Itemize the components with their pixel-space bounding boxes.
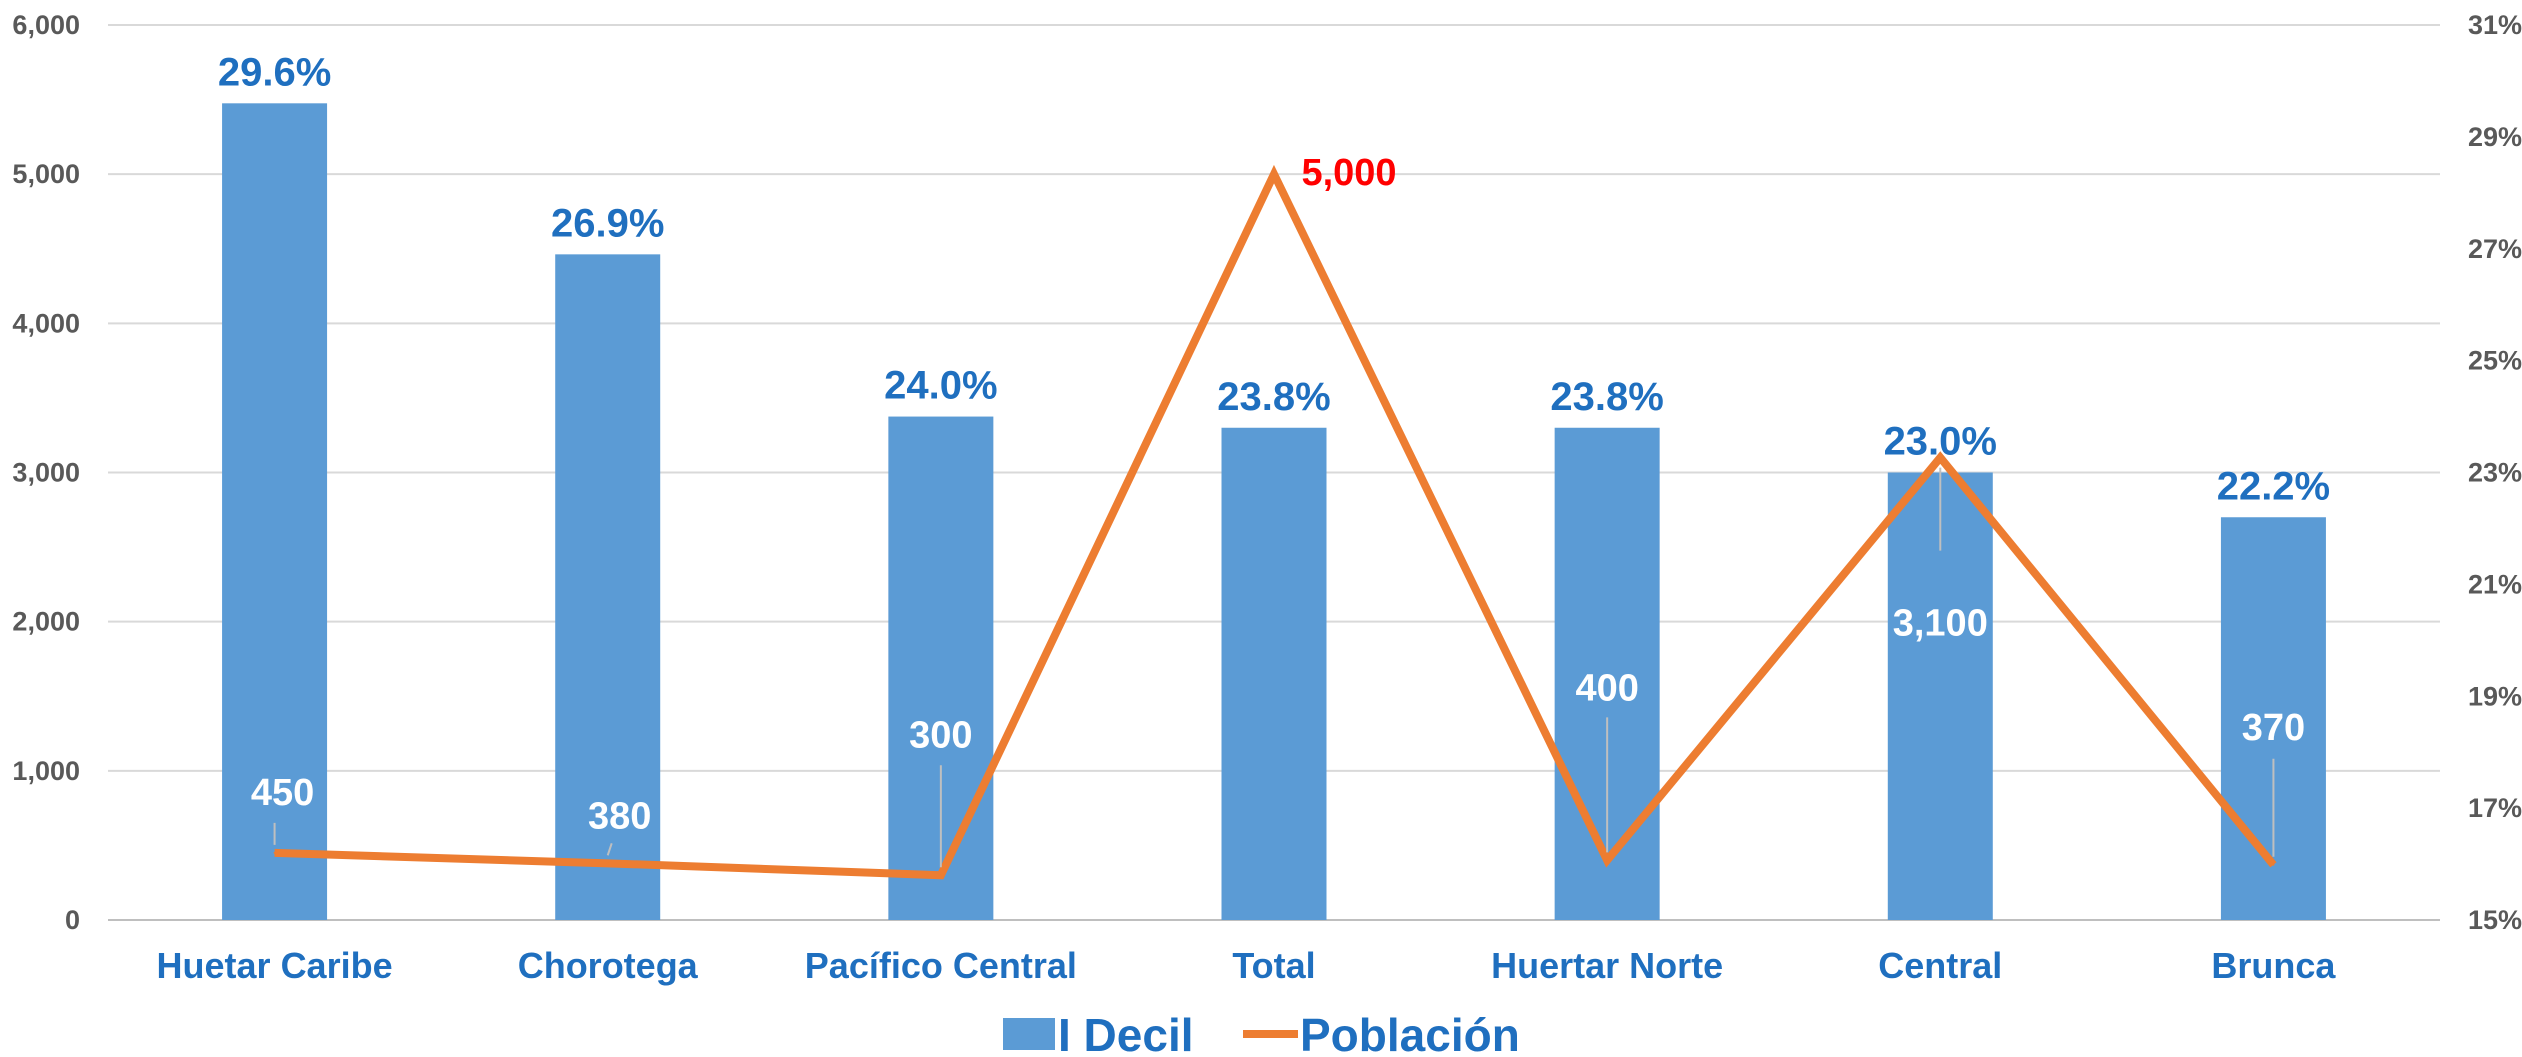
line-point xyxy=(273,851,276,854)
bar xyxy=(222,103,328,920)
line-point xyxy=(1273,173,1275,176)
line-point xyxy=(606,862,609,865)
leader-lines xyxy=(273,467,2275,868)
right-axis-tick-label: 27% xyxy=(2468,234,2522,264)
legend: I Decil Población xyxy=(1003,1009,1520,1057)
line-data-label: 450 xyxy=(251,772,314,814)
line-data-label: 5,000 xyxy=(1301,152,1396,194)
category-label: Chorotega xyxy=(518,945,699,986)
bar xyxy=(555,254,661,920)
left-axis: 0 1,000 2,000 3,000 4,000 5,000 6,000 xyxy=(12,10,80,935)
bar-data-label: 23.8% xyxy=(1550,375,1663,419)
line-point xyxy=(1606,859,1609,862)
bar-data-label: 22.2% xyxy=(2217,464,2330,508)
line-data-label: 380 xyxy=(588,795,651,837)
bar-data-label: 23.0% xyxy=(1884,420,1997,464)
right-axis-tick-label: 31% xyxy=(2468,10,2522,40)
line-point xyxy=(2272,863,2275,866)
category-label: Huertar Norte xyxy=(1491,945,1723,986)
bar-data-label: 23.8% xyxy=(1217,375,1330,419)
line-data-label: 300 xyxy=(909,714,972,756)
category-label: Brunca xyxy=(2211,945,2336,986)
bar-series xyxy=(222,103,2326,920)
category-label: Pacífico Central xyxy=(805,945,1077,986)
leader-line xyxy=(606,843,613,856)
legend-label-line: Población xyxy=(1300,1009,1520,1057)
category-label: Central xyxy=(1878,945,2002,986)
category-label: Total xyxy=(1232,945,1315,986)
left-axis-tick-label: 5,000 xyxy=(12,159,80,189)
right-axis-tick-label: 25% xyxy=(2468,346,2522,376)
left-axis-tick-label: 4,000 xyxy=(12,308,80,338)
left-axis-tick-label: 3,000 xyxy=(12,458,80,488)
right-axis-tick-label: 15% xyxy=(2468,905,2522,935)
line-series xyxy=(273,164,2277,880)
bar-data-label: 29.6% xyxy=(218,50,331,94)
bar-data-label: 24.0% xyxy=(884,364,997,408)
bar-data-labels: 29.6% 26.9% 24.0% 23.8% 23.8% 23.0% 22.2% xyxy=(218,50,2330,508)
right-axis-tick-label: 23% xyxy=(2468,458,2522,488)
left-axis-tick-label: 6,000 xyxy=(12,10,80,40)
line-data-label: 3,100 xyxy=(1893,603,1988,645)
line-point xyxy=(939,874,942,877)
category-label: Huetar Caribe xyxy=(157,945,393,986)
left-axis-tick-label: 1,000 xyxy=(12,756,80,786)
right-axis: 15% 17% 19% 21% 23% 25% 27% 29% 31% xyxy=(2468,10,2522,935)
right-axis-tick-label: 17% xyxy=(2468,793,2522,823)
right-axis-tick-label: 29% xyxy=(2468,122,2522,152)
line-data-label: 400 xyxy=(1575,667,1638,709)
line-data-labels: 450 380 300 5,000 400 3,100 370 xyxy=(251,152,2305,837)
right-axis-tick-label: 19% xyxy=(2468,681,2522,711)
legend-swatch-bar xyxy=(1003,1018,1055,1050)
bar xyxy=(1221,427,1327,920)
legend-label-bar: I Decil xyxy=(1058,1009,1194,1057)
category-axis: Huetar Caribe Chorotega Pacífico Central To… xyxy=(157,945,2337,986)
line-data-label: 370 xyxy=(2242,707,2305,749)
bar-data-label: 26.9% xyxy=(551,201,664,245)
right-axis-tick-label: 21% xyxy=(2468,569,2522,599)
left-axis-tick-label: 2,000 xyxy=(12,607,80,637)
line-point xyxy=(1939,456,1942,459)
left-axis-tick-label: 0 xyxy=(65,905,80,935)
